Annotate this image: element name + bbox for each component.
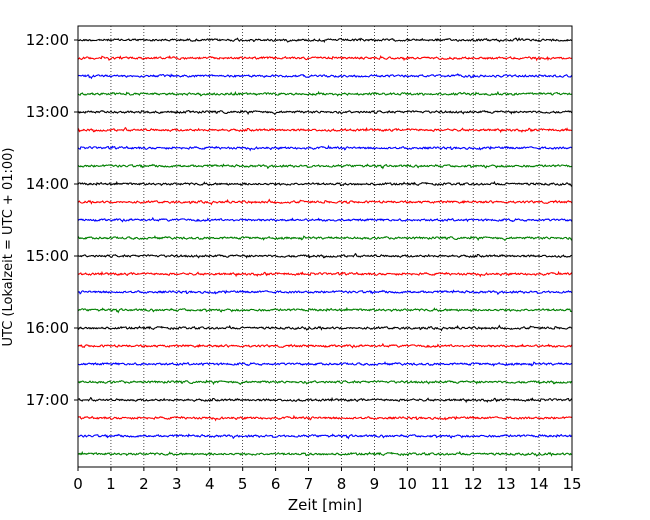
x-tick-label: 3	[172, 475, 182, 493]
trace-line	[77, 90, 573, 97]
y-tick-label: 16:00	[26, 319, 69, 337]
trace-line	[77, 216, 573, 223]
trace-line	[77, 37, 573, 44]
x-tick-label: 8	[337, 475, 347, 493]
x-tick-label: 1	[106, 475, 116, 493]
trace-line	[77, 235, 573, 242]
x-tick-label: 9	[370, 475, 380, 493]
trace-line	[77, 109, 573, 116]
trace-line	[77, 289, 573, 296]
trace-line	[77, 396, 573, 404]
trace-line	[77, 144, 573, 152]
trace-line	[77, 55, 573, 62]
trace-line	[77, 126, 573, 134]
trace-line	[77, 414, 573, 422]
x-axis-ticks: 0 1 2 3 4 5 6 7 8 9 10 11 12 13 14 15	[73, 467, 582, 493]
plot-frame	[77, 25, 573, 468]
y-tick-label: 14:00	[26, 175, 69, 193]
y-axis-ticks: 12:00 13:00 14:00 15:00 16:00 17:00	[26, 31, 78, 409]
trace-line	[77, 361, 573, 367]
y-tick-label: 12:00	[26, 31, 69, 49]
seismic-traces	[77, 37, 573, 457]
x-tick-label: 12	[464, 475, 483, 493]
trace-line	[77, 342, 573, 349]
trace-line	[77, 324, 573, 332]
x-tick-label: 4	[205, 475, 215, 493]
trace-line	[77, 450, 573, 457]
x-tick-label: 5	[238, 475, 248, 493]
trace-line	[77, 270, 573, 278]
x-tick-label: 15	[562, 475, 581, 493]
x-tick-label: 11	[431, 475, 450, 493]
trace-line	[77, 252, 573, 259]
x-tick-label: 6	[271, 475, 281, 493]
x-tick-label: 0	[73, 475, 83, 493]
x-axis-label: Zeit [min]	[288, 496, 362, 514]
y-tick-label: 17:00	[26, 391, 69, 409]
x-tick-label: 13	[497, 475, 516, 493]
trace-line	[77, 306, 573, 314]
trace-line	[77, 433, 573, 440]
y-tick-label: 13:00	[26, 103, 69, 121]
trace-line	[77, 379, 573, 386]
x-tick-label: 2	[139, 475, 149, 493]
trace-line	[77, 198, 573, 206]
x-tick-label: 10	[398, 475, 417, 493]
trace-line	[77, 180, 573, 187]
y-axis-label: UTC (Lokalzeit = UTC + 01:00)	[1, 148, 16, 347]
x-tick-label: 14	[530, 475, 549, 493]
trace-line	[77, 73, 573, 80]
x-tick-label: 7	[304, 475, 314, 493]
trace-line	[77, 163, 573, 170]
plot-background	[78, 26, 572, 467]
y-tick-label: 15:00	[26, 247, 69, 265]
